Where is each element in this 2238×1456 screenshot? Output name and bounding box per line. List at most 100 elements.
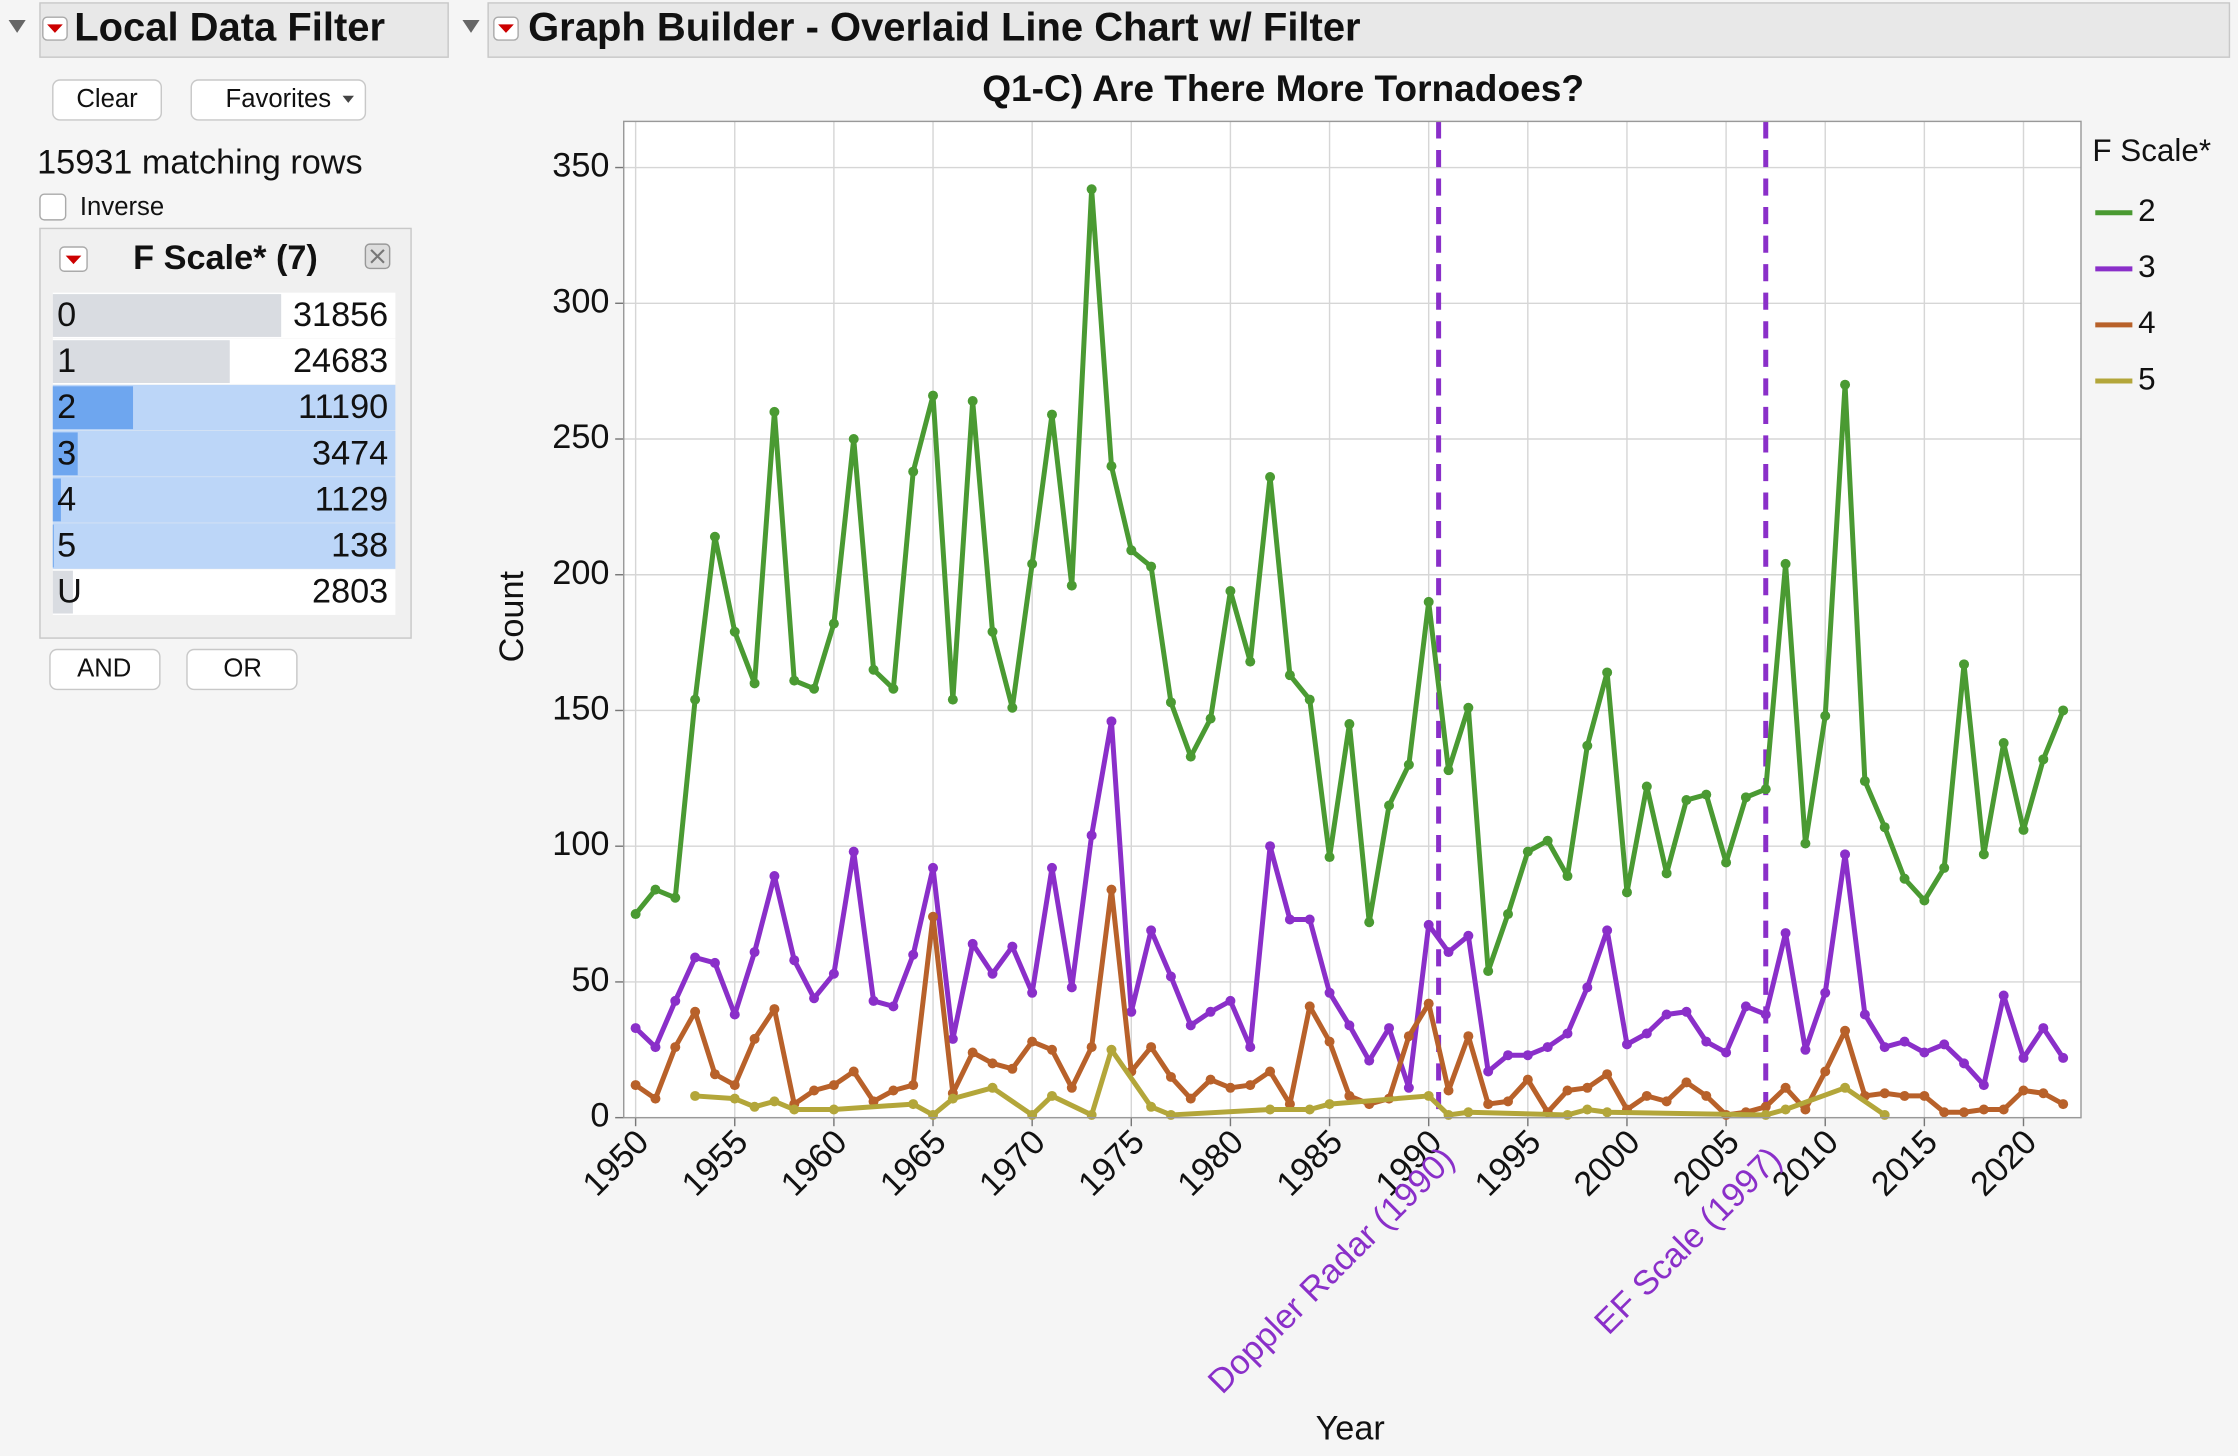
disclosure[interactable] [8,20,26,33]
data-point [1661,1009,1672,1020]
y-tick-label: 350 [552,147,609,185]
level-count: 2803 [312,573,388,611]
data-point [828,618,839,629]
data-point [928,390,939,401]
data-point [1602,667,1613,678]
data-point [1106,716,1117,727]
data-point [1265,1066,1276,1077]
x-axis-label: Year [1316,1409,1385,1447]
data-point [1066,982,1077,993]
data-point [1146,1042,1157,1053]
data-point [1562,871,1573,882]
data-point [1978,1080,1989,1091]
data-point [1503,1050,1513,1061]
data-point [1820,987,1831,998]
data-point [2038,1023,2049,1034]
data-point [1245,1080,1256,1091]
graph-header [487,2,2231,58]
data-point [650,1042,661,1053]
clear-button[interactable]: Clear [52,79,162,121]
data-point [987,1082,998,1093]
data-point [769,406,780,417]
favorites-button[interactable]: Favorites [190,79,367,121]
data-point [908,949,919,960]
data-point [967,396,978,406]
data-point [1582,982,1593,993]
data-point [1403,1082,1414,1093]
data-point [1641,1028,1652,1039]
data-point [1701,789,1712,800]
data-point [1800,838,1811,849]
data-point [828,968,839,979]
filter-header [39,2,449,58]
data-point [947,1033,958,1044]
data-point [1522,1074,1533,1085]
data-point [1998,990,2009,1001]
and-button[interactable]: AND [49,648,161,691]
data-point [1304,1104,1315,1115]
level-bar [52,570,73,614]
data-point [868,664,879,675]
data-point [1463,702,1474,713]
data-point [1066,1082,1077,1093]
data-point [1126,1006,1137,1017]
plot-frame [623,120,2082,1119]
data-point [1721,857,1732,868]
data-point [1106,461,1117,472]
data-point [749,678,760,689]
inverse-label: Inverse [80,193,164,221]
data-point [1859,1009,1870,1020]
data-point [769,1004,780,1015]
data-point [1879,1088,1890,1099]
menu-arrow [65,255,82,265]
data-point [1463,1107,1474,1118]
data-point [1919,1047,1930,1058]
data-point [1562,1028,1573,1039]
data-point [1027,558,1038,569]
data-point [967,1047,978,1058]
or-button[interactable]: OR [186,648,298,691]
data-point [928,911,939,922]
menu-arrow [47,24,63,33]
data-point [1344,1020,1355,1031]
data-point [1185,1020,1196,1031]
data-point [670,892,681,903]
data-point [789,955,800,966]
data-point [729,1080,740,1091]
data-point [670,995,681,1006]
data-point [1165,1109,1176,1120]
data-point [848,1066,859,1077]
chart-title: Q1-C) Are There More Tornadoes? [982,67,1584,109]
data-point [769,1096,780,1107]
data-point [1284,1099,1295,1110]
data-point [729,1009,740,1020]
data-point [749,1101,760,1112]
disclosure[interactable] [462,20,480,33]
data-point [749,947,760,958]
y-tick-label: 200 [552,554,609,592]
data-point [1641,781,1652,792]
data-point [888,1001,899,1012]
data-point [1423,1090,1434,1101]
inverse-checkbox[interactable] [39,193,67,221]
data-point [1384,800,1395,811]
data-point [1403,759,1414,770]
legend-label: 5 [2138,361,2155,396]
level-label: U [57,573,82,611]
data-point [1740,1001,1751,1012]
data-point [947,1093,958,1104]
data-point [1701,1036,1712,1047]
data-point [1602,925,1613,936]
data-point [1364,917,1375,928]
data-point [1146,1101,1157,1112]
data-point [987,626,998,637]
filter-title: Local Data Filter [74,6,385,50]
levels: 0 31856 1 24683 2 11190 3 3474 4 1129 5 138 U 2803 [52,292,396,615]
data-point [690,694,701,705]
data-point [1800,1104,1811,1115]
y-axis-label: Count [493,570,531,662]
level-count: 31856 [293,296,388,334]
level-count: 1129 [315,480,389,518]
level-row [52,430,396,477]
data-point [1840,849,1851,860]
